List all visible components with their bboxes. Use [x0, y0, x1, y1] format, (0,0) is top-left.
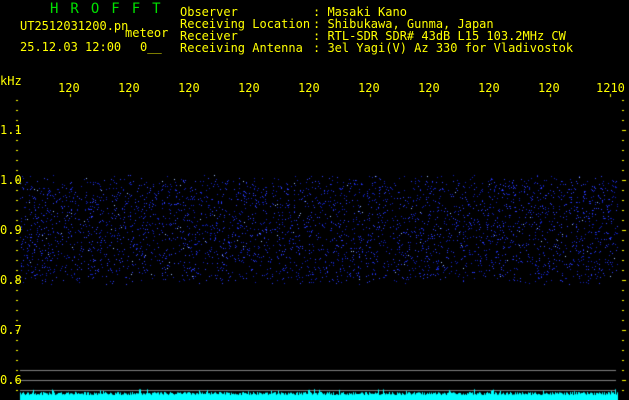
x-tick-label: 120 — [118, 81, 140, 95]
receiver-value: : RTL-SDR SDR# 43dB L15 103.2MHz CW — [313, 29, 566, 43]
filename: UT2512031200.pn — [20, 19, 129, 33]
x-tick-label: 120 — [238, 81, 260, 95]
x-tick-label: 1210 — [596, 81, 625, 95]
y-tick-label: 1.1 — [0, 123, 22, 137]
mode-label: meteor — [125, 26, 169, 40]
receiver-label: Receiver — [180, 29, 238, 43]
y-tick-label: 0.6 — [0, 373, 22, 387]
app-title: HROFFT — [50, 1, 173, 17]
y-tick-label: 1.0 — [0, 173, 22, 187]
x-tick-label: 120 — [298, 81, 320, 95]
antenna-value: : 3el Yagi(V) Az 330 for Vladivostok — [313, 41, 574, 55]
x-tick-label: 120 — [178, 81, 200, 95]
x-tick-label: 120 — [418, 81, 440, 95]
y-tick-label: 0.7 — [0, 323, 22, 337]
x-tick-label: 120 — [58, 81, 80, 95]
location-value: : Shibukawa, Gunma, Japan — [313, 17, 494, 31]
observer-label: Observer — [180, 5, 238, 19]
antenna-label: Receiving Antenna — [180, 41, 303, 55]
datetime: 25.12.03 12:00 — [20, 40, 122, 54]
location-label: Receiving Location — [180, 17, 311, 31]
x-tick-label: 120 — [538, 81, 560, 95]
y-unit-label: kHz — [0, 74, 22, 88]
counter: 0__ — [140, 40, 162, 54]
y-tick-label: 0.8 — [0, 273, 22, 287]
observer-value: : Masaki Kano — [313, 5, 407, 19]
x-tick-label: 120 — [478, 81, 500, 95]
y-tick-label: 0.9 — [0, 223, 22, 237]
x-tick-label: 120 — [358, 81, 380, 95]
